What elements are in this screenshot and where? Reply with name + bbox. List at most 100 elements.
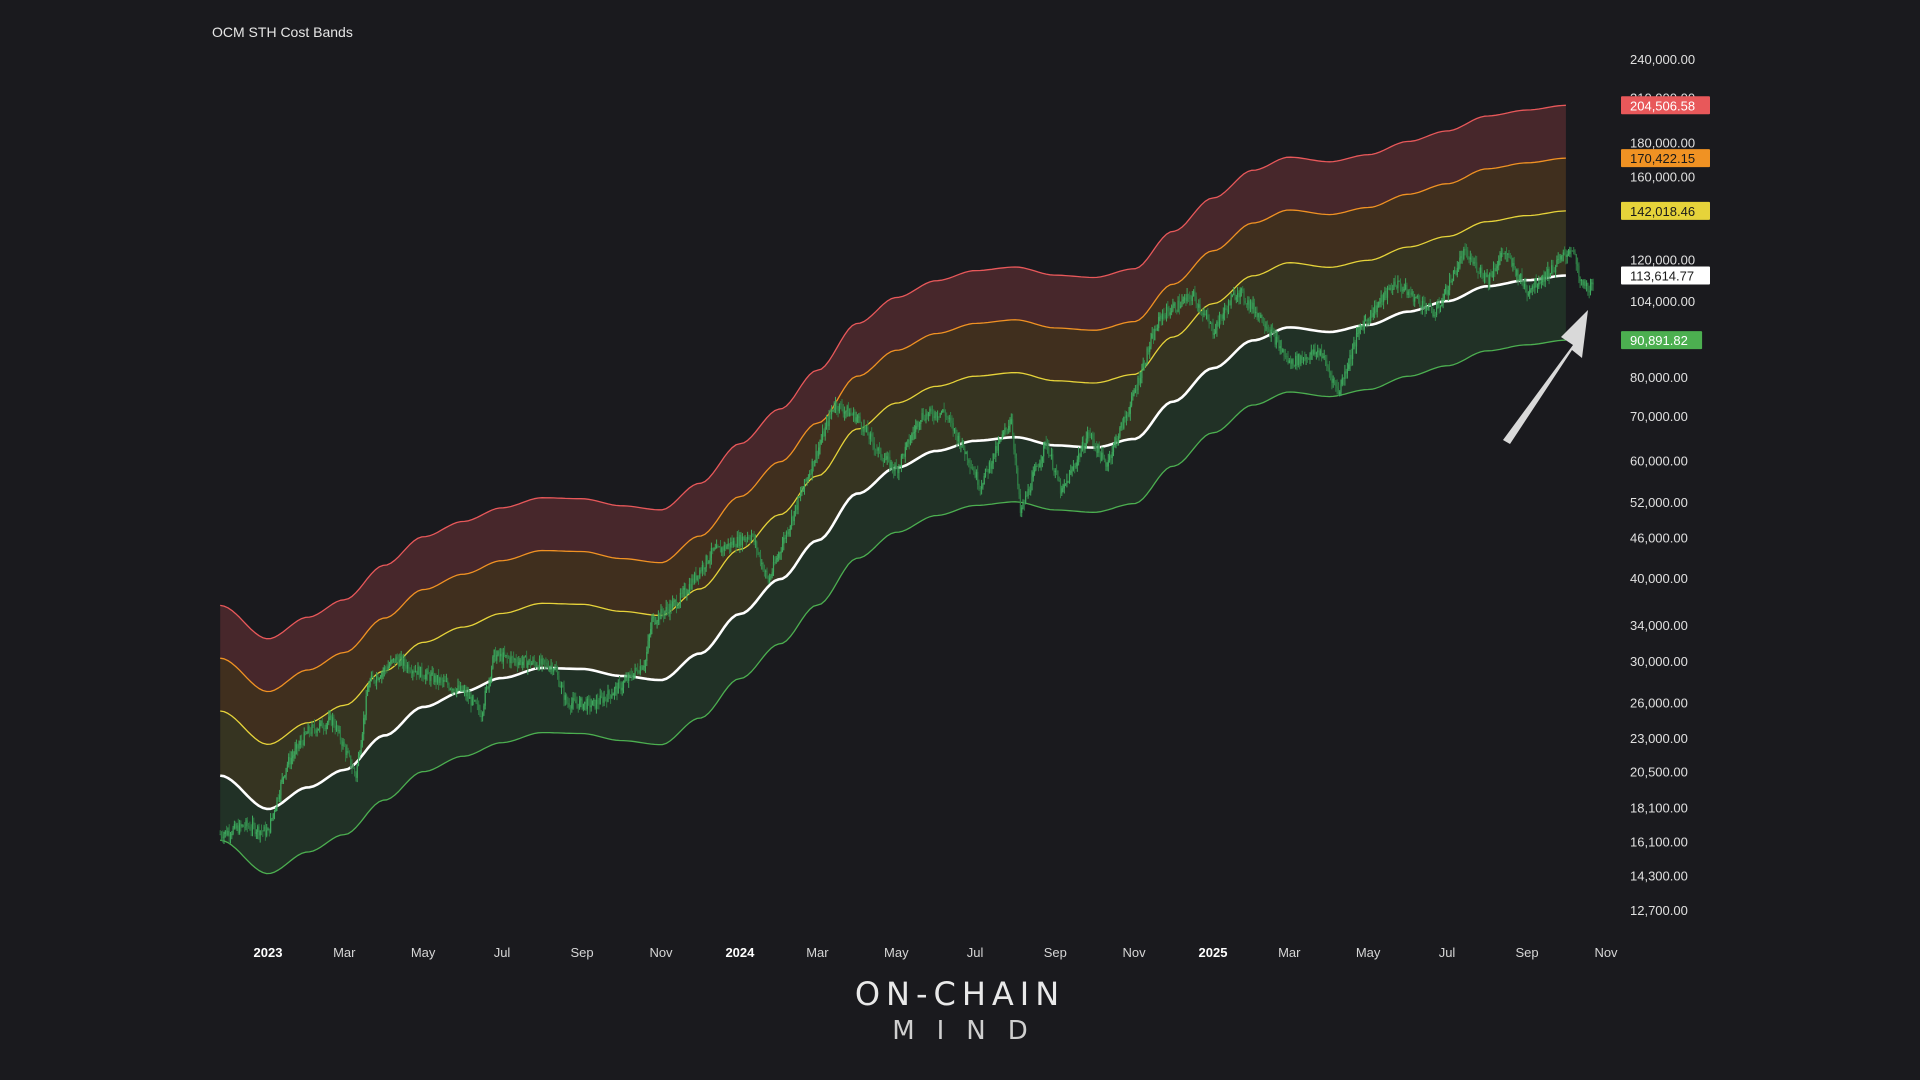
price-candle-body: [1450, 280, 1452, 283]
price-candle-body: [1286, 356, 1288, 357]
price-candle-body: [248, 826, 250, 827]
price-candle-body: [529, 659, 531, 666]
price-candle-body: [863, 425, 865, 432]
price-candle-body: [316, 730, 318, 733]
price-candle-body: [1233, 293, 1235, 295]
price-candle-body: [1268, 329, 1270, 331]
price-candle-body: [584, 701, 586, 704]
price-candle-body: [357, 755, 360, 766]
price-candle-body: [617, 682, 619, 694]
price-candle-body: [1234, 293, 1236, 300]
price-candle-body: [306, 733, 308, 735]
price-candle-body: [639, 666, 641, 674]
price-candle-body: [1296, 355, 1298, 366]
price-candle-body: [1418, 295, 1420, 301]
price-candle-body: [430, 674, 432, 682]
price-candle-body: [1022, 502, 1024, 508]
y-tick-label: 20,500.00: [1630, 764, 1688, 779]
chart-title: OCM STH Cost Bands: [212, 24, 353, 40]
price-candle-body: [1074, 466, 1076, 468]
price-candle-body: [419, 666, 422, 678]
band-fills: [220, 105, 1566, 874]
price-candle-body: [396, 656, 398, 660]
price-badge: 170,422.15: [1621, 149, 1710, 168]
price-candle-body: [451, 688, 453, 691]
price-candle-body: [1543, 275, 1545, 282]
price-candle-body: [926, 413, 928, 417]
price-candle-body: [1379, 301, 1381, 304]
price-candle-body: [303, 732, 305, 746]
price-candle-body: [798, 496, 800, 498]
price-candle-body: [1239, 289, 1241, 298]
price-candle-body: [984, 468, 987, 476]
price-candle-body: [547, 666, 550, 670]
price-candle-body: [772, 562, 775, 573]
y-tick-label: 52,000.00: [1630, 495, 1688, 510]
price-candle-body: [1278, 339, 1280, 349]
price-candle-body: [1138, 378, 1140, 384]
price-candle-body: [938, 416, 940, 418]
price-candle-body: [840, 403, 842, 405]
price-badge: 204,506.58: [1621, 96, 1710, 115]
price-candle-body: [1217, 321, 1219, 326]
price-candle-body: [1517, 269, 1519, 281]
price-candle-body: [479, 710, 481, 716]
price-candle-body: [783, 537, 785, 544]
price-candle-body: [934, 412, 936, 419]
price-candle-body: [716, 545, 718, 549]
price-candle-body: [378, 678, 380, 680]
price-candle-body: [834, 402, 837, 408]
price-candle-body: [260, 830, 263, 832]
price-candle-body: [997, 442, 999, 451]
price-candle-body: [1476, 262, 1478, 272]
price-candle-body: [297, 744, 299, 749]
price-candle-body: [315, 729, 317, 733]
price-candle-body: [815, 451, 817, 461]
price-candle-body: [657, 613, 659, 622]
price-candle-body: [1513, 263, 1515, 268]
price-candle-body: [1158, 317, 1160, 328]
price-candle-body: [1522, 281, 1524, 287]
price-candle-body: [769, 577, 771, 583]
price-candle-body: [1058, 480, 1060, 482]
price-candle-body: [1443, 293, 1445, 299]
price-badge-bg: [1621, 149, 1710, 168]
price-candle-body: [324, 728, 326, 730]
price-candle-body: [1544, 272, 1546, 282]
price-candle-body: [1336, 386, 1338, 389]
price-candle-body: [1548, 268, 1550, 277]
price-candle-body: [1021, 507, 1023, 513]
price-candle-body: [1014, 449, 1016, 459]
price-candle-body: [887, 456, 890, 457]
price-candle-body: [1327, 366, 1329, 368]
price-candle-body: [1304, 358, 1306, 360]
price-candle-body: [619, 682, 621, 684]
price-candle-body: [1348, 364, 1350, 369]
price-candle-body: [1489, 273, 1491, 284]
price-candle-body: [644, 660, 647, 666]
price-candle-body: [1084, 446, 1086, 451]
price-candle-body: [453, 688, 455, 692]
price-candle-body: [902, 454, 904, 456]
price-candle-body: [467, 693, 469, 699]
price-candle-body: [356, 765, 358, 778]
price-candle-body: [900, 455, 902, 466]
price-candle-body: [438, 675, 440, 683]
price-candle-body: [638, 672, 640, 674]
price-candle-body: [1110, 455, 1112, 458]
price-candle-body: [796, 505, 798, 510]
price-candle-body: [630, 674, 632, 678]
price-candle-body: [732, 540, 734, 546]
price-candle-body: [641, 666, 643, 670]
price-candle-body: [1330, 372, 1332, 376]
price-candle-body: [1270, 329, 1272, 336]
price-candle-body: [908, 439, 910, 445]
price-candle-body: [1164, 314, 1166, 319]
price-candle-body: [1377, 303, 1380, 306]
price-candle-body: [290, 757, 292, 765]
price-candle-body: [895, 465, 897, 469]
price-candle-body: [1145, 363, 1147, 367]
y-tick-label: 34,000.00: [1630, 618, 1688, 633]
price-candle-body: [1133, 393, 1135, 394]
price-candle-body: [435, 675, 437, 683]
